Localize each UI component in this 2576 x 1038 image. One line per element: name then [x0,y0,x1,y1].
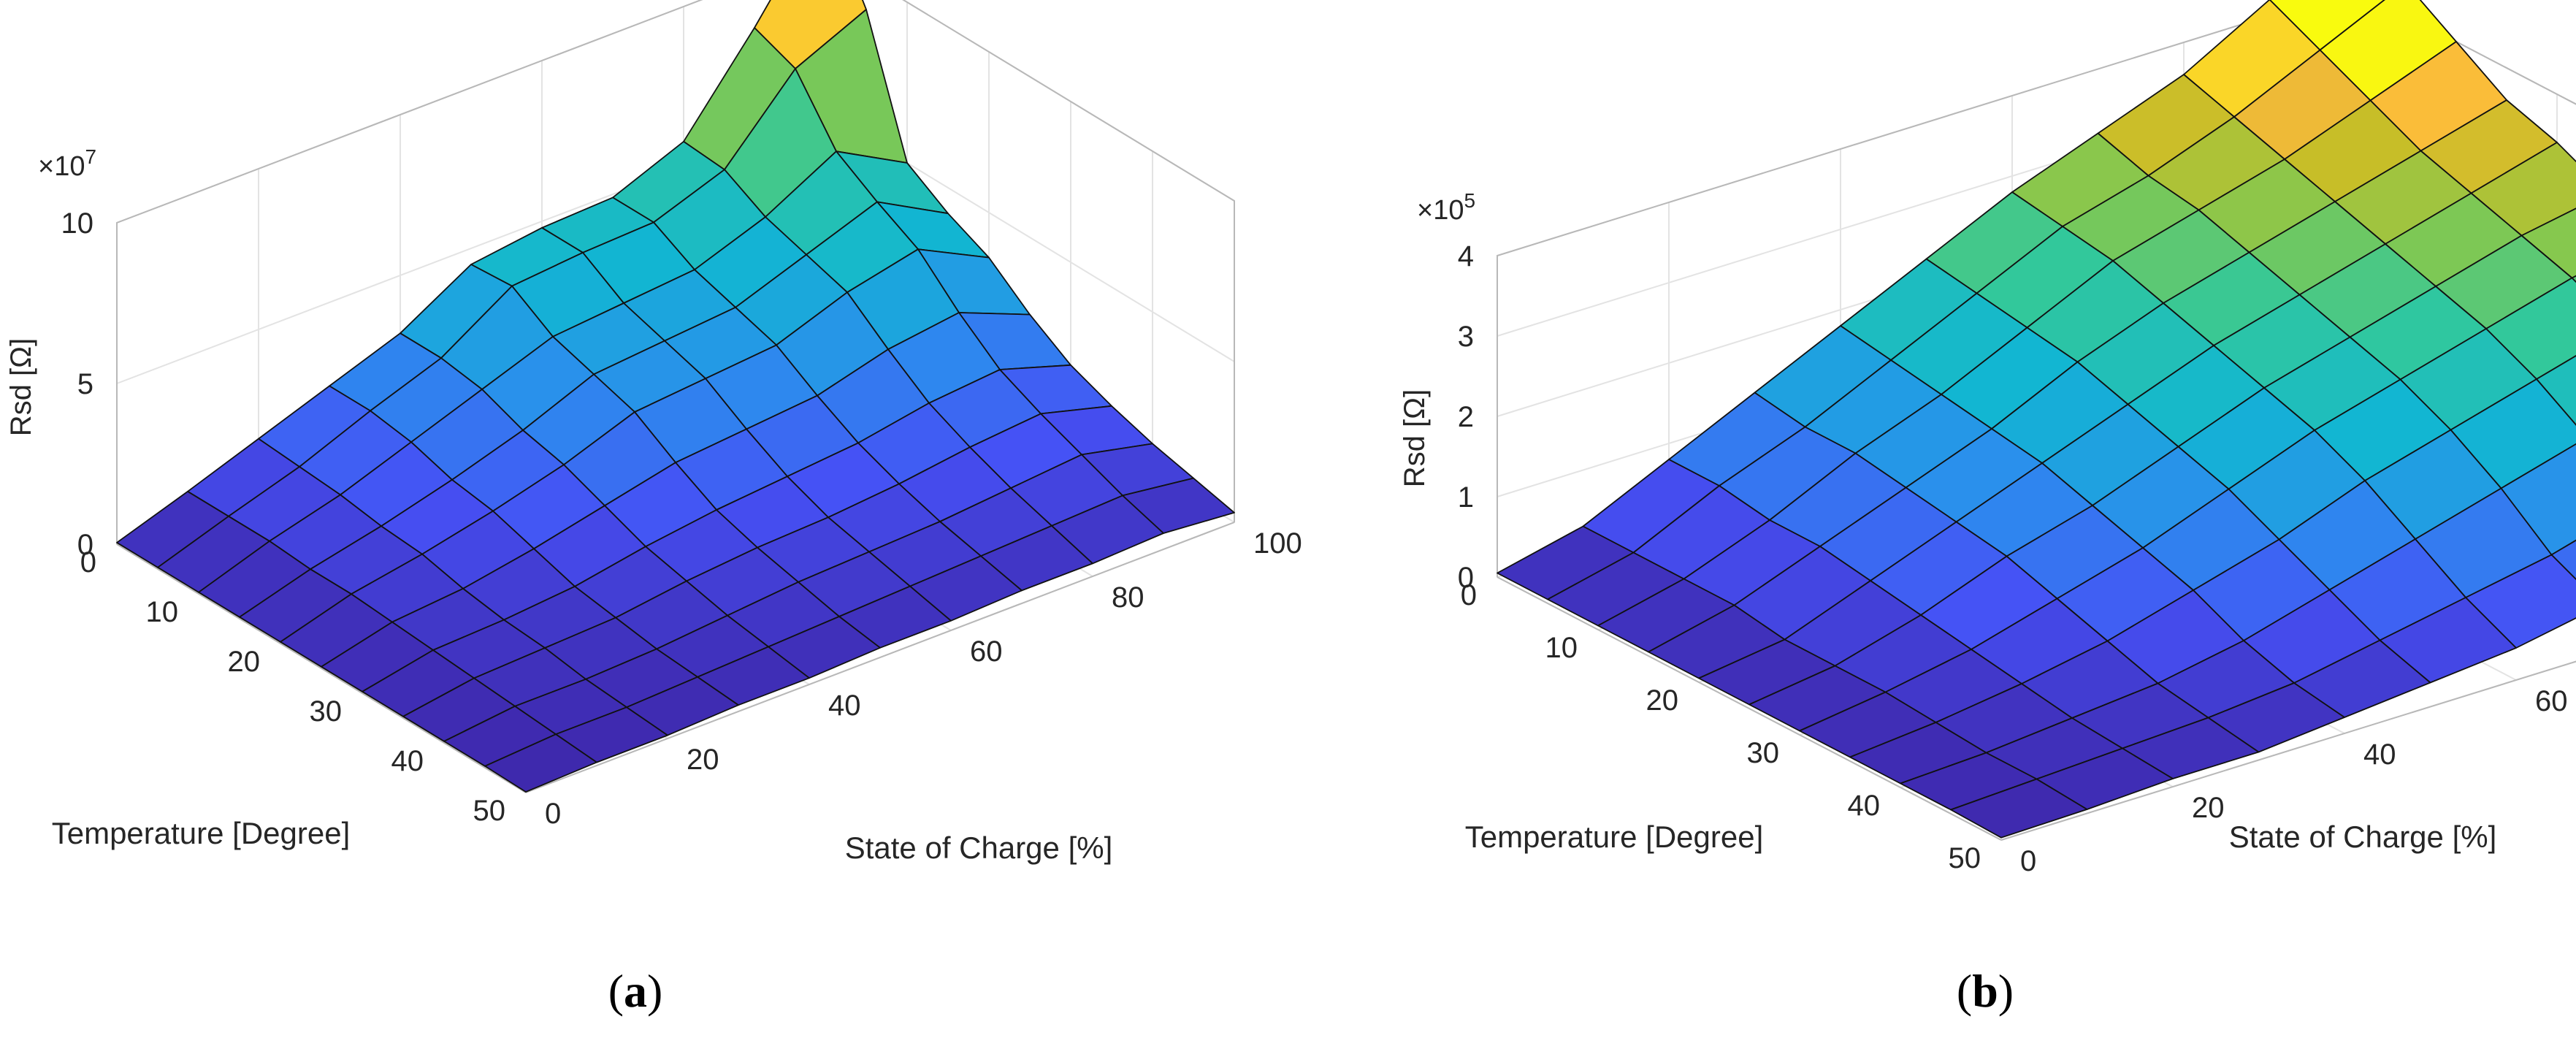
z-axis-label: Rsd [Ω] [1399,389,1431,487]
y-tick-label: 60 [2535,685,2568,717]
y-tick-label: 0 [545,798,561,830]
z-multiplier-exponent: 7 [85,145,96,168]
y-tick-label: 100 [1253,527,1302,560]
z-tick-label: 5 [77,368,93,400]
x-tick-label: 50 [1949,842,1981,874]
y-tick-label: 40 [2363,739,2396,771]
surface [117,0,1234,792]
x-tick-label: 30 [1747,737,1780,769]
z-tick-label: 10 [61,207,94,240]
z-tick-label: 1 [1458,481,1474,514]
y-tick-label: 80 [1112,581,1144,614]
y-axis-label: State of Charge [%] [2229,820,2497,854]
x-tick-label: 0 [80,546,96,579]
z-tick-label: 4 [1458,240,1474,272]
x-tick-label: 20 [1646,684,1679,717]
panel-letter-b: b [1972,965,1998,1017]
z-tick-label: 3 [1458,321,1474,353]
y-axis-label: State of Charge [%] [845,831,1113,865]
x-tick-label: 30 [310,695,343,728]
z-multiplier-base: ×10 [38,151,85,182]
y-tick-label: 60 [970,636,1003,668]
z-multiplier: ×107 [38,145,96,182]
x-tick-label: 0 [1461,579,1477,611]
y-tick-label: 20 [687,744,719,776]
x-axis-label: Temperature [Degree] [1465,820,1764,854]
x-tick-label: 20 [228,646,261,678]
z-tick-label: 2 [1458,401,1474,433]
z-axis-label: Rsd [Ω] [5,338,37,436]
x-tick-label: 50 [473,795,506,827]
panel-label-a: (a) [608,965,663,1017]
x-tick-label: 10 [1545,632,1578,664]
z-multiplier-exponent: 5 [1464,189,1475,212]
z-multiplier-base: ×10 [1417,195,1464,226]
y-tick-label: 40 [828,690,861,722]
x-tick-label: 10 [146,596,179,628]
panel-letter-a: a [624,965,647,1017]
y-tick-label: 0 [2020,845,2036,877]
x-tick-label: 40 [1848,790,1881,822]
y-tick-label: 20 [2192,792,2225,824]
x-tick-label: 40 [391,745,424,777]
panel-label-b: (b) [1957,965,2014,1017]
x-axis-label: Temperature [Degree] [52,816,351,850]
z-multiplier: ×105 [1417,189,1475,226]
